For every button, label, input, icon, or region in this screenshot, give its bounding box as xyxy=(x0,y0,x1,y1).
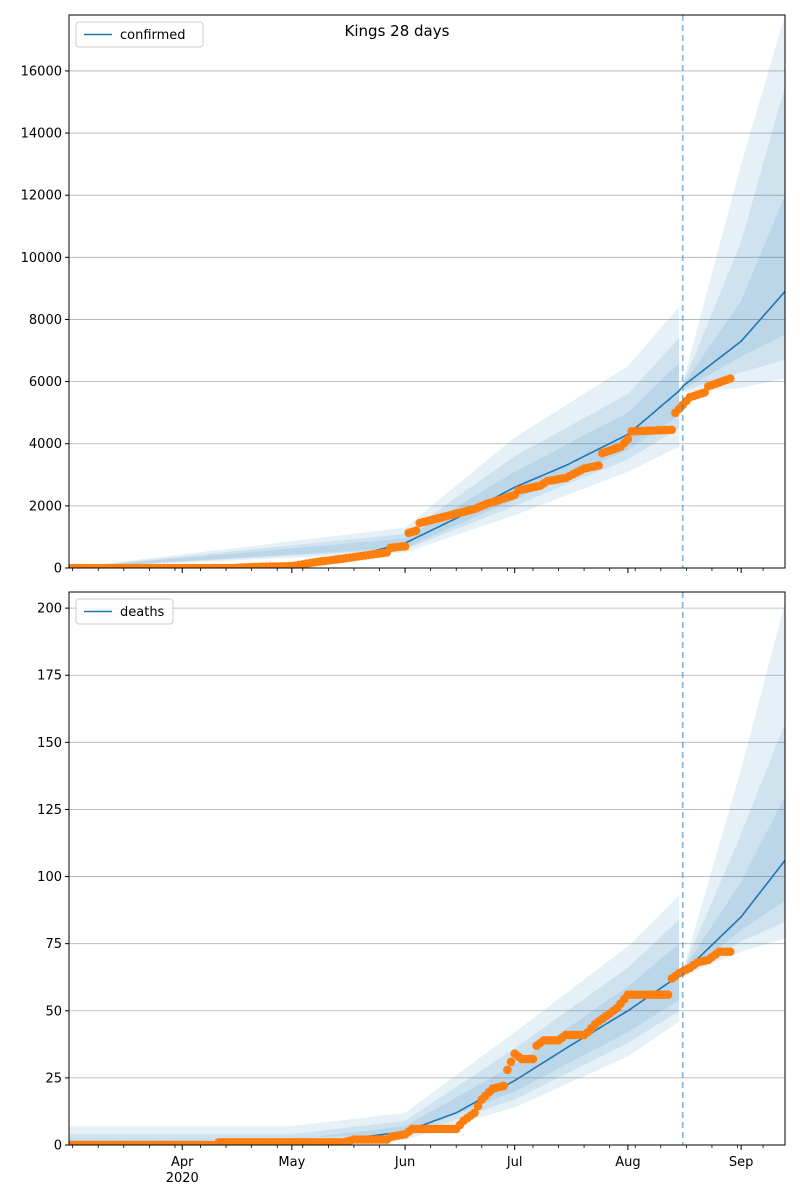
legend-confirmed: confirmed xyxy=(75,21,204,48)
y-tick-label-deaths: 25 xyxy=(45,1071,62,1086)
observed-point-deaths xyxy=(470,1108,479,1118)
y-tick-label-confirmed: 6000 xyxy=(29,375,62,390)
chart-title: Kings 28 days xyxy=(345,22,450,40)
y-tick-label-confirmed: 0 xyxy=(54,562,62,577)
observed-point-deaths xyxy=(506,1057,516,1067)
x-tick-label: Apr xyxy=(171,1155,194,1170)
legend-box-deaths xyxy=(75,598,174,625)
confidence-band-confirmed-2-0 xyxy=(69,363,680,568)
confidence-band-confirmed-1-0 xyxy=(69,338,680,568)
legend-box-confirmed xyxy=(75,21,204,48)
confidence-band-confirmed-0-1 xyxy=(682,15,785,393)
axes-frame-deaths xyxy=(68,591,786,1146)
observed-point-confirmed xyxy=(623,434,633,444)
observed-point-confirmed xyxy=(725,374,735,383)
y-tick-label-deaths: 125 xyxy=(37,803,62,818)
confidence-band-confirmed-2-1 xyxy=(682,195,785,390)
y-tick-label-confirmed: 8000 xyxy=(29,313,62,328)
x-year-label: 2020 xyxy=(166,1171,199,1186)
x-tick-label: Jul xyxy=(506,1155,523,1170)
observed-point-confirmed xyxy=(667,425,677,435)
confidence-band-deaths-1-1 xyxy=(682,723,785,976)
y-tick-label-deaths: 175 xyxy=(37,669,62,684)
x-tick-label: Jun xyxy=(394,1155,415,1170)
y-tick-label-deaths: 50 xyxy=(45,1004,62,1019)
y-tick-label-confirmed: 14000 xyxy=(21,127,62,142)
y-tick-label-deaths: 100 xyxy=(37,870,62,885)
legend-label-confirmed: confirmed xyxy=(120,28,186,43)
confidence-band-deaths-1-0 xyxy=(69,919,680,1145)
y-tick-label-deaths: 0 xyxy=(54,1139,62,1154)
y-tick-label-deaths: 75 xyxy=(45,937,62,952)
confidence-band-confirmed-1-1 xyxy=(682,86,785,391)
observed-point-deaths xyxy=(663,990,673,999)
panel-deaths: 0 25 50 75 100 125 150 175 200 deaths Apr May Jun Jul… xyxy=(37,591,786,1186)
observed-point-confirmed xyxy=(594,461,603,470)
observed-point-confirmed xyxy=(411,526,421,535)
y-tick-label-confirmed: 12000 xyxy=(21,189,62,204)
observed-point-deaths xyxy=(725,947,735,956)
panel-confirmed: 0 2000 4000 6000 8000 10000 12000 14000 16000 con… xyxy=(21,14,786,577)
y-tick-label-confirmed: 2000 xyxy=(29,499,62,514)
x-tick-label: May xyxy=(278,1155,305,1170)
observed-point-deaths xyxy=(528,1054,538,1064)
y-tick-label-confirmed: 10000 xyxy=(21,251,62,266)
y-tick-label-confirmed: 4000 xyxy=(29,437,62,452)
plot-area-confirmed xyxy=(69,15,785,568)
observed-point-deaths xyxy=(499,1081,509,1091)
plot-area-deaths xyxy=(69,602,785,1145)
observed-point-confirmed xyxy=(700,388,709,397)
observed-point-confirmed xyxy=(400,542,410,551)
observed-point-deaths xyxy=(473,1101,483,1111)
y-tick-label-deaths: 150 xyxy=(37,736,62,751)
y-tick-label-confirmed: 16000 xyxy=(21,64,62,79)
legend-deaths: deaths xyxy=(75,598,174,625)
confidence-band-deaths-0-1 xyxy=(682,602,785,976)
confidence-band-deaths-2-0 xyxy=(69,943,680,1145)
x-tick-label: Sep xyxy=(729,1155,754,1170)
x-tick-label: Aug xyxy=(615,1155,640,1170)
axes-frame-confirmed xyxy=(68,14,786,569)
y-tick-label-deaths: 200 xyxy=(37,602,62,617)
confidence-band-confirmed-0-0 xyxy=(69,307,680,568)
observed-point-deaths xyxy=(503,1065,512,1075)
confidence-band-deaths-0-0 xyxy=(69,895,680,1145)
legend-label-deaths: deaths xyxy=(120,605,165,620)
